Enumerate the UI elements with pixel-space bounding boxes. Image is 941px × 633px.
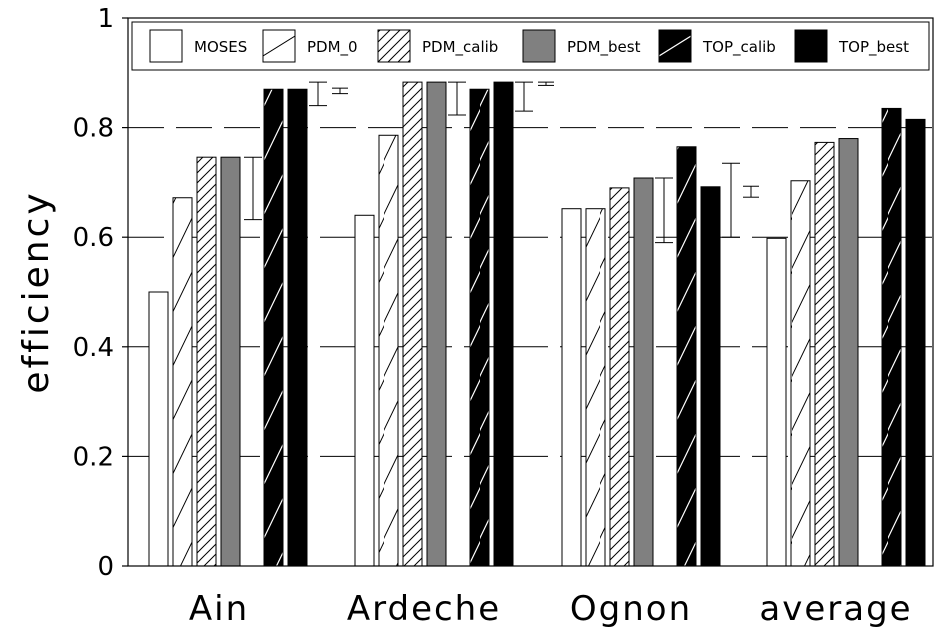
error-range-ognon-pdm: [655, 177, 673, 244]
error-ranges: [244, 81, 759, 244]
bar-pdm_calib-ain: [196, 156, 217, 567]
error-range-ardeche-top: [515, 81, 533, 112]
bar-moses-ardeche: [354, 214, 375, 567]
bar-pdm_0-ain: [172, 197, 193, 567]
y-ticks: 0 0.2 0.4 0.6 0.8 1: [73, 4, 128, 582]
x-labels: Ain Ardeche Ognon average: [189, 589, 912, 629]
y-tick-label-4: 0.8: [73, 114, 114, 144]
y-tick-label-5: 1: [97, 4, 114, 34]
error-range-ain-top_inner: [332, 87, 348, 95]
bar-top_calib-ognon: [676, 146, 697, 567]
error-range-ardeche-pdm: [448, 81, 466, 116]
legend-swatch-pdm_best: [522, 29, 556, 63]
bar-pdm_calib-ardeche: [402, 81, 423, 567]
bar-top_best-ardeche: [493, 81, 514, 567]
legend-swatch-moses: [149, 29, 183, 63]
bar-top_best-average: [905, 118, 926, 567]
y-tick-label-2: 0.4: [73, 333, 114, 363]
bar-top_best-ain: [287, 88, 308, 567]
x-category-label-ardeche: Ardeche: [347, 589, 501, 629]
legend-entry-pdm_calib: PDM_calib: [377, 29, 498, 63]
y-tick-label-0: 0: [97, 552, 114, 582]
x-category-label-ain: Ain: [189, 589, 249, 629]
bar-top_best-ognon: [700, 186, 721, 567]
bar-pdm_0-average: [790, 180, 811, 567]
error-range-ognon-top: [722, 162, 740, 238]
y-axis-label: efficiency: [16, 190, 57, 393]
error-range-ain-top: [309, 81, 327, 107]
bar-moses-average: [766, 237, 787, 567]
bar-pdm_calib-ognon: [609, 187, 630, 567]
bar-moses-ain: [148, 291, 169, 567]
bar-pdm_best-ain: [220, 156, 241, 567]
error-range-ardeche-top_inner: [538, 81, 554, 86]
bar-pdm_best-ognon: [633, 177, 654, 567]
legend-label-pdm_calib: PDM_calib: [422, 38, 498, 57]
legend-swatch-top_calib: [658, 29, 692, 63]
plot-frame: [127, 17, 934, 567]
bar-moses-ognon: [561, 208, 582, 567]
legend-label-top_calib: TOP_calib: [702, 38, 776, 57]
x-category-label-ognon: Ognon: [570, 589, 692, 629]
legend-label-top_best: TOP_best: [838, 38, 909, 57]
bar-pdm_0-ognon: [585, 208, 606, 567]
legend-entry-top_best: TOP_best: [794, 29, 909, 63]
error-range-ognon-top_inner: [743, 185, 759, 198]
legend-swatch-top_best: [794, 29, 828, 63]
legend-entry-moses: MOSES: [149, 29, 247, 63]
y-tick-label-3: 0.6: [73, 223, 114, 253]
gridlines: [128, 127, 933, 457]
bars: [148, 81, 926, 567]
legend-entry-pdm_best: PDM_best: [522, 29, 641, 63]
bar-pdm_calib-average: [814, 141, 835, 567]
bar-pdm_0-ardeche: [378, 134, 399, 567]
legend-label-moses: MOSES: [194, 38, 247, 56]
legend-swatch-pdm_calib: [377, 29, 411, 63]
x-category-label-average: average: [759, 589, 912, 629]
bar-top_calib-ain: [263, 88, 284, 567]
legend-swatch-pdm_0: [262, 29, 296, 63]
legend-entry-top_calib: TOP_calib: [658, 29, 776, 63]
legend-label-pdm_0: PDM_0: [307, 38, 358, 57]
legend-entry-pdm_0: PDM_0: [262, 29, 358, 63]
legend: MOSES PDM_0 PDM_calib PDM_best TOP_calib TOP_…: [131, 21, 930, 71]
error-range-ain-pdm: [244, 156, 262, 221]
legend-label-pdm_best: PDM_best: [567, 38, 641, 57]
bar-top_calib-ardeche: [469, 88, 490, 567]
bar-pdm_best-ardeche: [426, 81, 447, 567]
bar-pdm_best-average: [838, 138, 859, 567]
y-tick-label-1: 0.2: [73, 442, 114, 472]
bar-top_calib-average: [881, 107, 902, 567]
